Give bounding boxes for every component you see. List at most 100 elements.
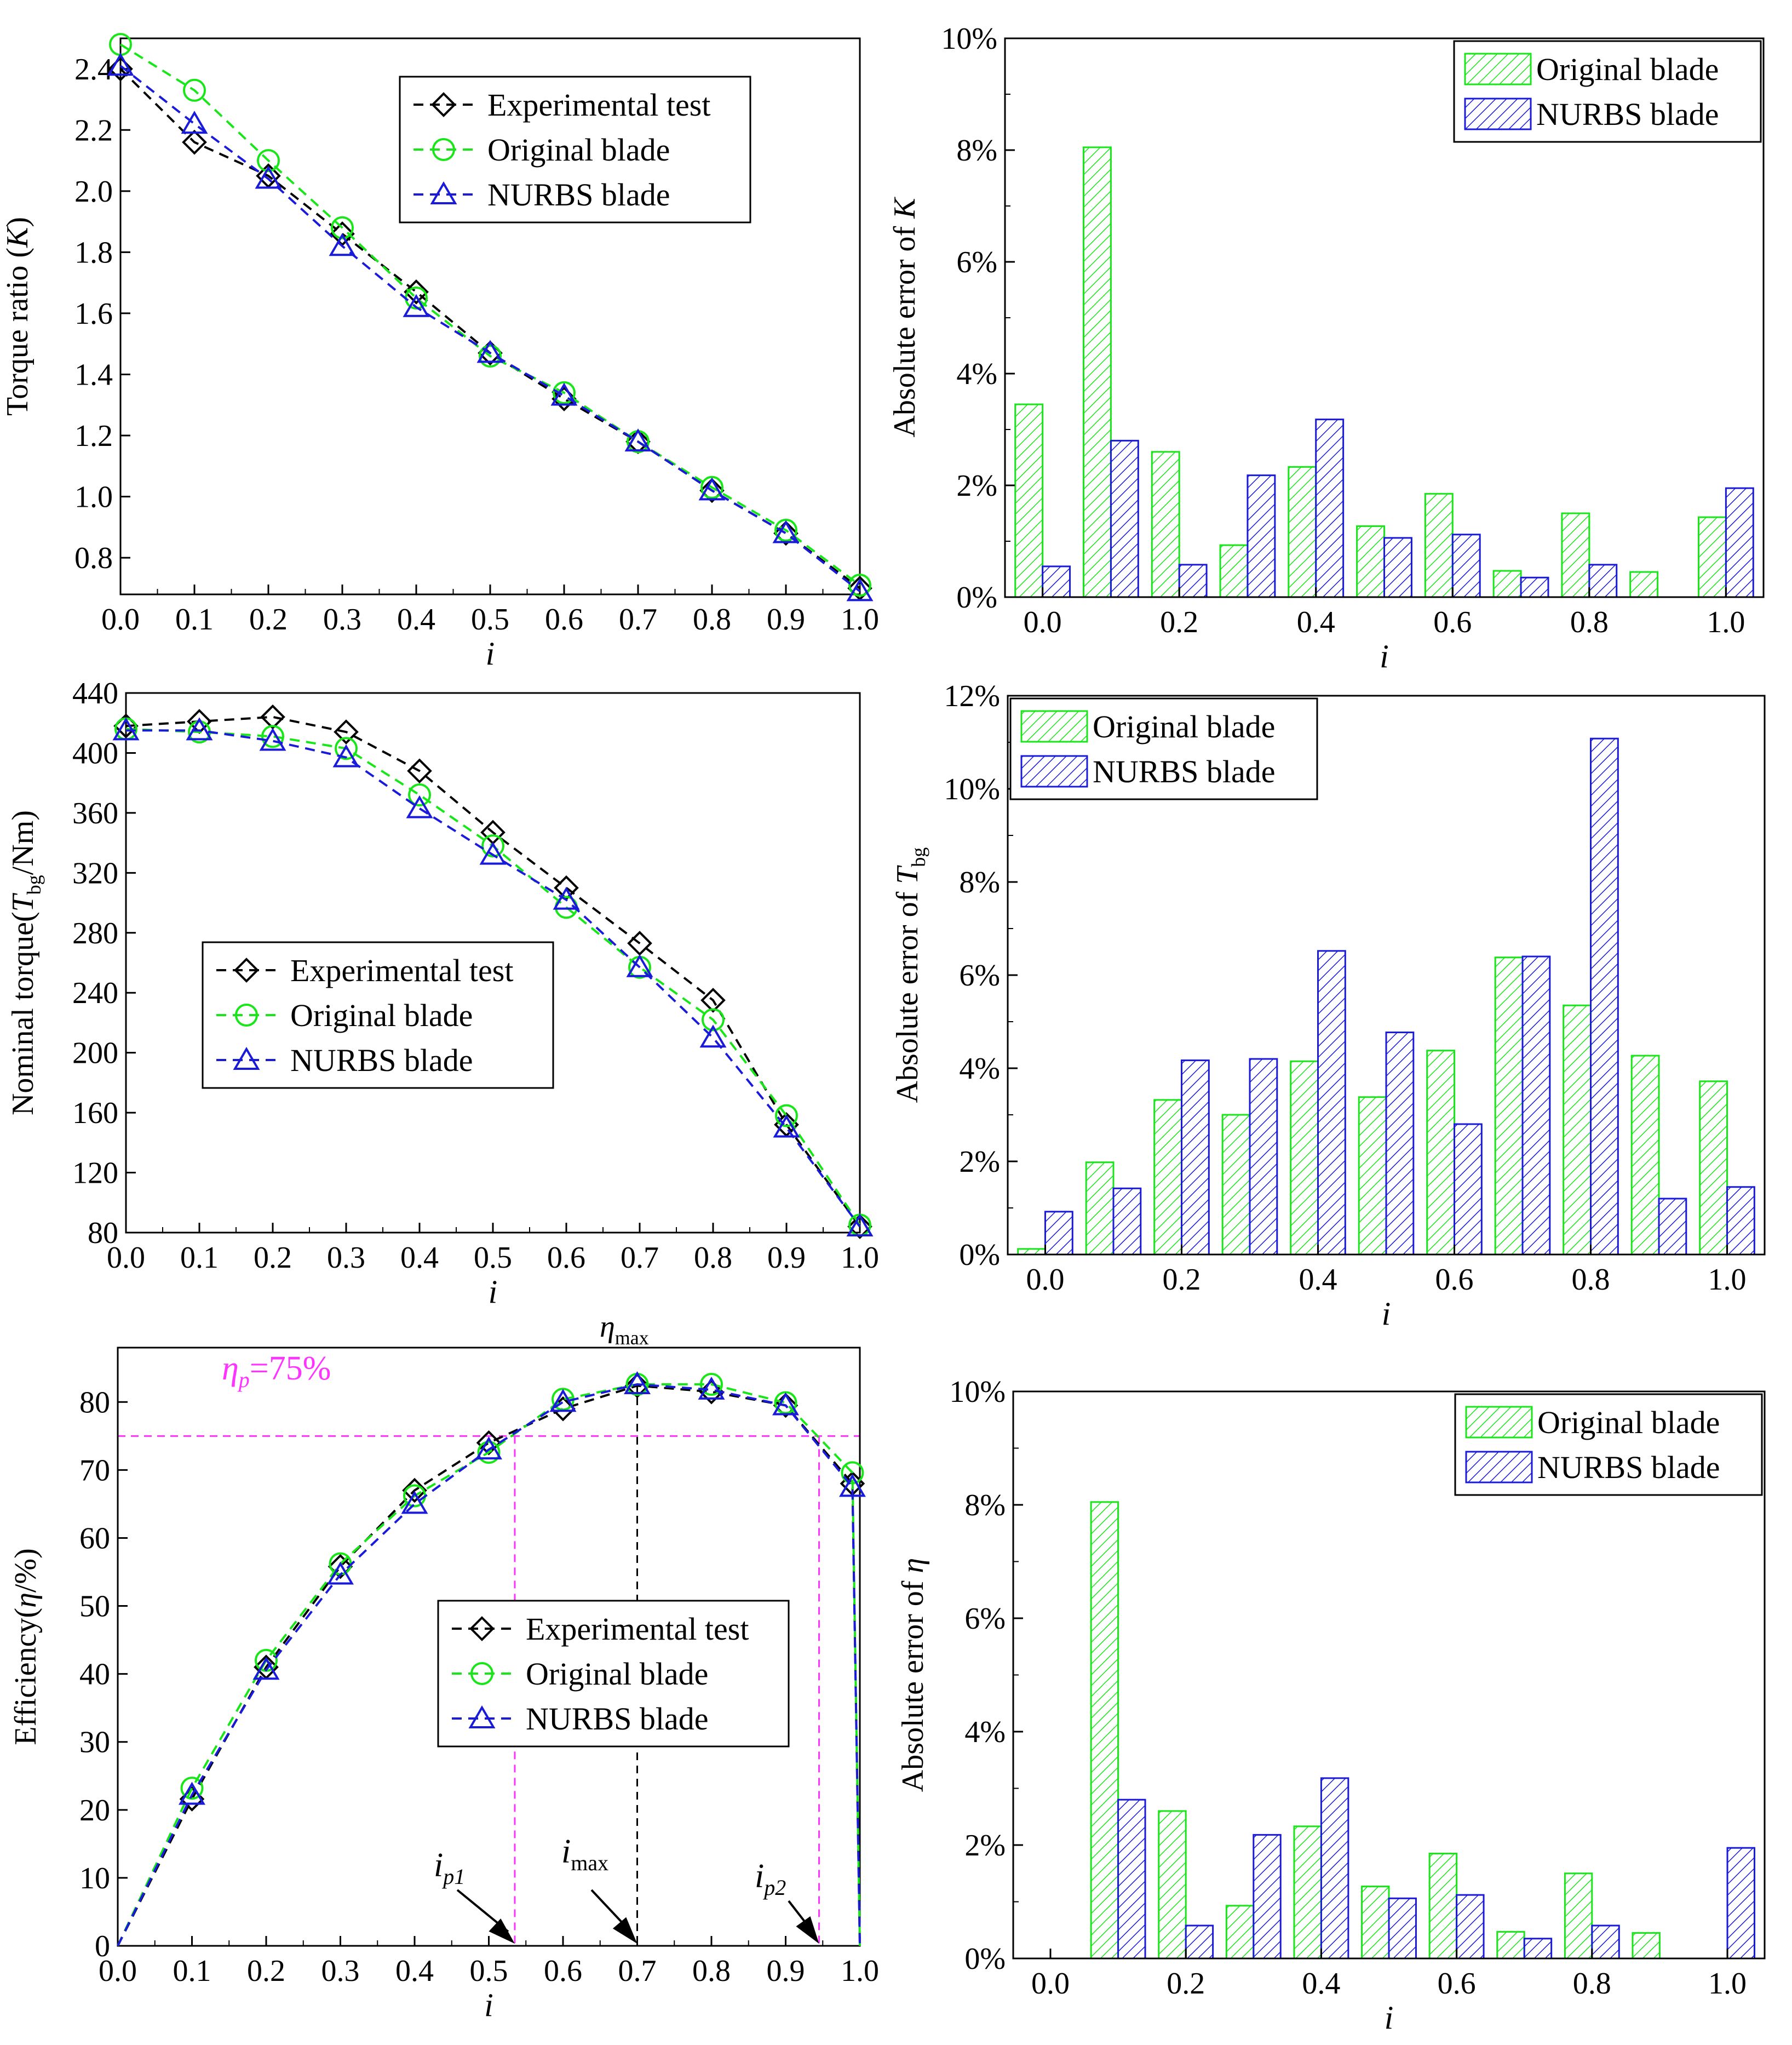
y-label-symbol: η [896, 1558, 930, 1573]
y-axis-label: Absolute error of K [888, 197, 922, 438]
data-point-nurbs [772, 1392, 799, 1416]
data-point-nurbs [549, 1389, 577, 1412]
x-tick-label: 0.6 [545, 603, 583, 637]
x-tick-label: 0.3 [327, 1241, 365, 1275]
y-axis-label: Absolute error of η [896, 1558, 930, 1792]
y-tick-label: 320 [72, 856, 118, 890]
data-point-experimental [624, 1373, 650, 1399]
data-point-experimental [402, 1477, 427, 1503]
bar-original [1293, 1825, 1322, 1960]
bar-original [1361, 1886, 1390, 1960]
y-tick-label: 10% [949, 1375, 1006, 1409]
data-point-original [481, 834, 504, 858]
x-axis-label: i [486, 635, 495, 672]
y-label-text: Efficiency( [9, 1608, 43, 1745]
y-tick-label: 10 [79, 1861, 110, 1895]
bar-nurbs [1388, 1897, 1417, 1960]
bar-nurbs [1180, 1059, 1210, 1256]
eta-p-label: ηp=75% [222, 1350, 331, 1392]
x-tick-label: 0.2 [1167, 1967, 1205, 2001]
eta-max-label: ηmax [600, 1310, 649, 1349]
x-tick-label: 0.0 [1024, 605, 1062, 639]
y-label-symbol: K [888, 197, 922, 219]
bar-original [1492, 570, 1522, 598]
y-tick-label: 70 [79, 1453, 110, 1487]
data-point-original [479, 345, 502, 368]
data-point-original [700, 1373, 723, 1396]
bar-original [1563, 1004, 1592, 1256]
data-point-experimental [476, 1430, 502, 1456]
data-point-nurbs [773, 1114, 800, 1138]
bar-nurbs [1178, 564, 1208, 598]
data-point-nurbs [479, 841, 507, 865]
ip2-arrow-head [796, 1916, 819, 1944]
x-tick-label: 1.0 [841, 1954, 879, 1988]
y-tick-label: 8% [964, 1488, 1006, 1522]
bar-nurbs [1588, 564, 1618, 598]
ip1-label: ip1 [434, 1847, 465, 1889]
legend-swatch-nurbs [1464, 98, 1532, 130]
data-point-original [261, 725, 284, 748]
bar-original [1428, 1853, 1458, 1960]
chart-abs-error-k: 0% 2% 4% 6% 8% 10% 0.0 0.2 0.4 0.6 0.8 1.0 i Absolute… [888, 22, 1765, 674]
chart-efficiency: 0.0 0.1 0.2 0.3 0.4 0.5 0.6 0.7 0.8 0.9 1.0 0 10 20 30… [9, 1310, 879, 2023]
x-tick-label: 0.3 [321, 1954, 360, 1988]
imax-symbol: i [561, 1833, 571, 1870]
y-tick-label: 50 [79, 1590, 110, 1624]
bar-original [1424, 492, 1454, 598]
bar-original [1153, 1099, 1182, 1256]
x-axis-label: i [489, 1274, 498, 1310]
legend-marker-nurbs [430, 181, 457, 204]
y-axis-label: Nominal torque(Tbg/Nm) [6, 810, 45, 1115]
data-point-nurbs [553, 886, 580, 910]
y-label-text: Absolute error of [891, 884, 924, 1103]
data-point-nurbs [332, 744, 360, 767]
bar-original [1082, 146, 1112, 598]
x-tick-label: 1.0 [1708, 1967, 1747, 2001]
y-tick-label: 40 [79, 1658, 110, 1692]
ip2-subscript: p2 [762, 1875, 786, 1900]
y-tick-label: 440 [72, 677, 118, 711]
bar-original [1221, 1114, 1251, 1256]
x-tick-label: 0.1 [173, 1954, 211, 1988]
data-point-experimental [404, 279, 429, 305]
data-point-nurbs [624, 1371, 651, 1395]
eta-p-subscript: p [237, 1367, 250, 1392]
x-tick-label: 0.4 [400, 1241, 439, 1275]
y-tick-label: 200 [72, 1036, 118, 1070]
bar-nurbs [1315, 419, 1345, 598]
x-tick-label: 1.0 [841, 1241, 879, 1275]
series-line-nurbs [119, 65, 861, 592]
x-tick-label: 0.0 [1026, 1263, 1064, 1297]
bar-original [1288, 466, 1317, 598]
x-tick-label: 0.0 [99, 1954, 137, 1988]
data-point-nurbs [403, 294, 430, 317]
data-point-nurbs [475, 1436, 502, 1460]
data-point-original [331, 216, 354, 239]
data-point-nurbs [255, 165, 282, 189]
data-point-original [774, 518, 797, 542]
bar-original [1225, 1905, 1255, 1960]
legend-marker-experimental [234, 958, 259, 983]
y-tick-label: 2% [964, 1829, 1006, 1863]
legend-label-original: Original blade [487, 132, 670, 168]
bar-nurbs [1454, 1123, 1483, 1256]
bar-original [1151, 451, 1180, 598]
bar-nurbs [1247, 474, 1276, 598]
chart-torque-ratio: 0.0 0.1 0.2 0.3 0.4 0.5 0.6 0.7 0.8 0.9 1.0 0.8 1.0 1… [1, 33, 879, 672]
data-point-nurbs [846, 1213, 874, 1237]
chart-nominal-torque: 0.0 0.1 0.2 0.3 0.4 0.5 0.6 0.7 0.8 0.9 1.0 80 120 16… [6, 677, 879, 1310]
x-tick-label: 1.0 [841, 603, 879, 637]
y-tick-label: 6% [956, 245, 997, 279]
x-axis-label: i [484, 1987, 493, 2023]
x-tick-label: 0.0 [101, 603, 140, 637]
x-tick-label: 0.8 [1573, 1967, 1611, 2001]
bar-nurbs [1523, 1938, 1553, 1960]
data-point-nurbs [624, 428, 652, 452]
bar-original [1014, 403, 1044, 598]
x-tick-label: 0.9 [767, 603, 805, 637]
legend-marker-experimental [431, 92, 456, 117]
data-point-nurbs [181, 111, 208, 134]
eta-max-symbol: η [600, 1310, 615, 1344]
legend-label-nurbs: NURBS blade [290, 1042, 473, 1078]
